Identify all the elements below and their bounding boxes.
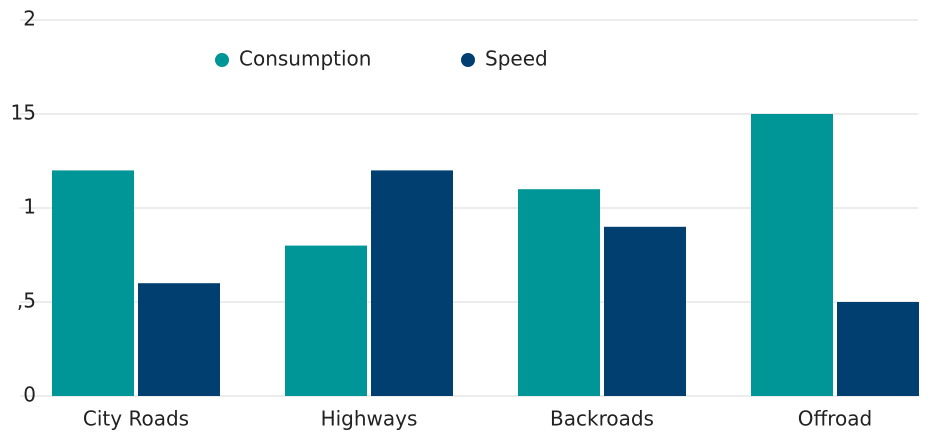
y-tick-label: 0 [23, 383, 36, 407]
bar [837, 302, 919, 396]
bar [52, 170, 134, 396]
legend-marker [215, 53, 229, 67]
x-tick-label: Highways [321, 407, 418, 431]
legend-label: Consumption [239, 47, 371, 71]
bar [285, 245, 367, 396]
legend-label: Speed [485, 47, 548, 71]
bar [518, 189, 600, 396]
y-tick-label: 15 [11, 101, 36, 125]
x-tick-label: City Roads [83, 407, 189, 431]
y-tick-label: ,5 [17, 289, 36, 313]
y-tick-label: 1 [23, 195, 36, 219]
bar [604, 226, 686, 396]
legend-marker [461, 53, 475, 67]
x-tick-label: Offroad [798, 407, 873, 431]
bar [751, 114, 833, 396]
bar [138, 283, 220, 396]
y-tick-label: 2 [23, 7, 36, 31]
x-tick-label: Backroads [550, 407, 654, 431]
bar [371, 170, 453, 396]
